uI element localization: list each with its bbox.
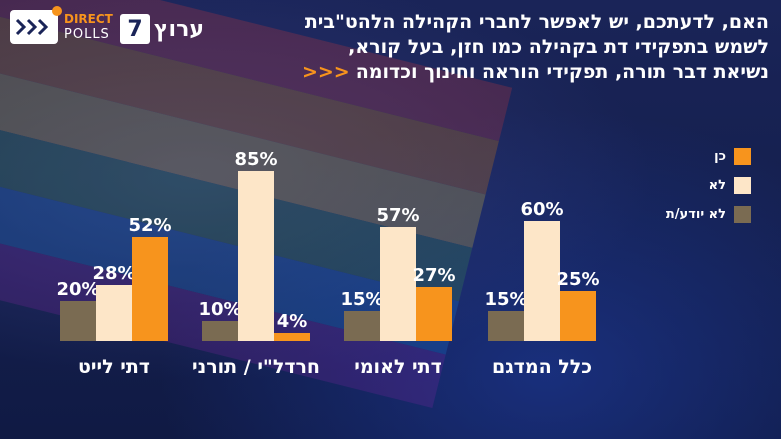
direct-polls-text-2: POLLS: [64, 27, 110, 42]
data-label-dont-know-0: 15%: [484, 289, 527, 310]
headline-line-2: לשמש בתפקידי דת בקהילה כמו חזן, בעל קורא…: [348, 36, 769, 58]
data-label-no-3: 28%: [92, 263, 135, 284]
category-label-2: חרדל"י / תורני: [192, 356, 320, 378]
legend-label-dont-know: לא יודע/ת: [665, 207, 726, 222]
data-label-dont-know-1: 15%: [340, 289, 383, 310]
legend-swatch-no: [734, 177, 751, 194]
bar-no-0: [524, 221, 560, 341]
direct-polls-chevrons-icon: [10, 6, 62, 44]
data-label-no-0: 60%: [520, 199, 563, 220]
headline-arrows: <<<: [301, 61, 350, 83]
legend-item-no: לא: [666, 171, 751, 200]
headline-line-3: נשיאת דבר תורה, תפקידי הוראה וחינוך וכדו…: [209, 60, 769, 85]
category-label-3: דתי לייט: [78, 356, 150, 378]
data-label-no-2: 85%: [234, 149, 277, 170]
legend-swatch-dont-know: [734, 206, 751, 223]
legend-item-dont-know: לא יודע/ת: [666, 200, 751, 229]
headline-line-1: האם, לדעתכם, יש לאפשר לחברי הקהילה הלהט"…: [304, 11, 769, 33]
data-label-yes-3: 52%: [128, 215, 171, 236]
legend-label-yes: כן: [714, 149, 726, 164]
direct-polls-text-1: DIRECT: [64, 12, 113, 26]
bar-no-2: [238, 171, 274, 341]
bar-yes-0: [560, 291, 596, 341]
bar-yes-2: [274, 333, 310, 341]
bar-no-1: [380, 227, 416, 341]
data-label-yes-0: 25%: [556, 269, 599, 290]
page-title: האם, לדעתכם, יש לאפשר לחברי הקהילה הלהט"…: [209, 10, 769, 85]
bar-yes-1: [416, 287, 452, 341]
bar-no-3: [96, 285, 132, 341]
channel-logo: 7 ערוץ: [120, 12, 204, 46]
headline-line-3-text: נשיאת דבר תורה, תפקידי הוראה וחינוך וכדו…: [355, 61, 769, 83]
category-label-1: דתי לאומי: [354, 356, 442, 378]
data-label-dont-know-3: 20%: [56, 279, 99, 300]
channel-name: ערוץ: [154, 16, 204, 42]
bar-dont-know-3: [60, 301, 96, 341]
category-label-0: כלל המדגם: [492, 356, 592, 378]
bar-yes-3: [132, 237, 168, 341]
data-label-no-1: 57%: [376, 205, 419, 226]
legend-swatch-yes: [734, 148, 751, 165]
legend: כן לא לא יודע/ת: [666, 142, 751, 229]
legend-item-yes: כן: [666, 142, 751, 171]
data-label-yes-1: 27%: [412, 265, 455, 286]
data-label-dont-know-2: 10%: [198, 299, 241, 320]
data-label-yes-2: 4%: [277, 311, 308, 332]
direct-polls-logo: DIRECT POLLS: [10, 6, 113, 44]
legend-label-no: לא: [708, 178, 726, 193]
bar-dont-know-0: [488, 311, 524, 341]
channel-number: 7: [120, 14, 150, 44]
bar-dont-know-1: [344, 311, 380, 341]
bar-dont-know-2: [202, 321, 238, 341]
